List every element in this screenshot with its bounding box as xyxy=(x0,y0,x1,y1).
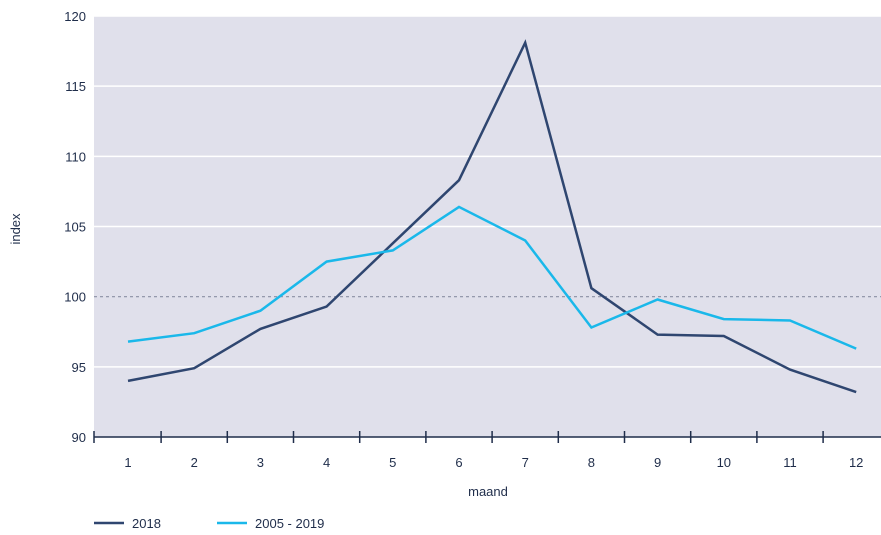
y-tick-label: 95 xyxy=(72,360,86,375)
x-tick-label: 6 xyxy=(455,455,462,470)
x-tick-label: 11 xyxy=(783,455,797,470)
x-tick-label: 7 xyxy=(522,455,529,470)
x-tick-label: 1 xyxy=(124,455,131,470)
x-tick-label: 12 xyxy=(849,455,863,470)
legend-label-1: 2018 xyxy=(132,516,161,531)
x-ticks: 1 2 3 4 5 6 7 8 9 10 11 12 xyxy=(93,431,863,470)
y-tick-label: 110 xyxy=(65,149,86,164)
series-line-1 xyxy=(127,39,857,394)
x-tick-label: 3 xyxy=(257,455,264,470)
y-tick-label: 90 xyxy=(72,430,86,445)
y-tick-label: 105 xyxy=(64,220,86,235)
legend-label-2: 2005 - 2019 xyxy=(255,516,324,531)
y-tick-labels: 90 95 100 105 110 115 120 xyxy=(64,9,86,445)
legend: 2018 2005 - 2019 xyxy=(94,516,324,531)
y-tick-label: 120 xyxy=(64,9,86,24)
series-line-2 xyxy=(127,205,857,350)
x-tick-label: 9 xyxy=(654,455,661,470)
x-tick-label: 5 xyxy=(389,455,396,470)
series-layer xyxy=(127,39,857,394)
y-tick-label: 115 xyxy=(65,79,86,94)
x-tick-label: 4 xyxy=(323,455,330,470)
y-axis-title: index xyxy=(8,213,23,245)
gridlines xyxy=(94,15,881,368)
x-axis-title: maand xyxy=(468,484,508,499)
y-tick-label: 100 xyxy=(64,290,86,305)
x-tick-label: 10 xyxy=(717,455,731,470)
x-tick-label: 8 xyxy=(588,455,595,470)
x-tick-label: 2 xyxy=(191,455,198,470)
